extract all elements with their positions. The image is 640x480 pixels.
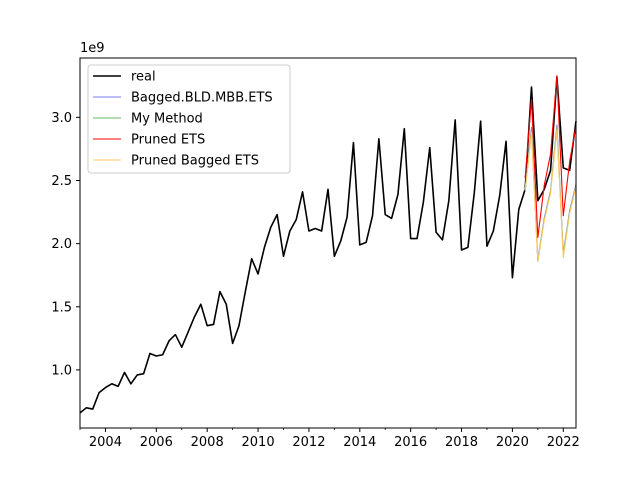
x-tick-label: 2020 bbox=[496, 435, 529, 450]
axes-frame bbox=[79, 57, 577, 429]
series-line-pruned-ets bbox=[524, 75, 577, 238]
x-tick-label: 2018 bbox=[445, 435, 478, 450]
y-axis: 1.0 1.5 2.0 2.5 3.0 bbox=[51, 111, 80, 378]
legend-label: Bagged.BLD.MBB.ETS bbox=[131, 91, 273, 106]
series-line-pruned-bagged-ets bbox=[524, 129, 577, 262]
x-tick-label: 2008 bbox=[191, 435, 224, 450]
x-tick-label: 2010 bbox=[242, 435, 275, 450]
x-tick-label: 2016 bbox=[394, 435, 427, 450]
y-tick-label: 2.0 bbox=[51, 237, 72, 252]
legend-label: Pruned Bagged ETS bbox=[131, 154, 259, 169]
y-tick-label: 2.5 bbox=[51, 174, 72, 189]
y-tick-label: 3.0 bbox=[51, 111, 72, 126]
series-line-real bbox=[79, 76, 577, 414]
legend-label: My Method bbox=[131, 112, 203, 127]
x-tick-label: 2022 bbox=[547, 435, 580, 450]
series-layer bbox=[79, 75, 577, 414]
legend-label: real bbox=[131, 70, 156, 85]
x-tick-label: 2012 bbox=[292, 435, 325, 450]
x-tick-label: 2006 bbox=[140, 435, 173, 450]
x-axis: 2004 2006 2008 2010 2012 2014 2016 2018 2020 2022 bbox=[79, 428, 580, 450]
y-offset-label: 1e9 bbox=[80, 41, 105, 56]
legend-box bbox=[87, 64, 291, 174]
y-tick-label: 1.5 bbox=[51, 300, 72, 315]
x-tick-label: 2014 bbox=[343, 435, 376, 450]
x-tick-label: 2004 bbox=[89, 435, 122, 450]
legend-label: Pruned ETS bbox=[131, 133, 205, 148]
legend: real Bagged.BLD.MBB.ETS My Method Pruned ET… bbox=[87, 64, 291, 174]
y-tick-label: 1.0 bbox=[51, 363, 72, 378]
